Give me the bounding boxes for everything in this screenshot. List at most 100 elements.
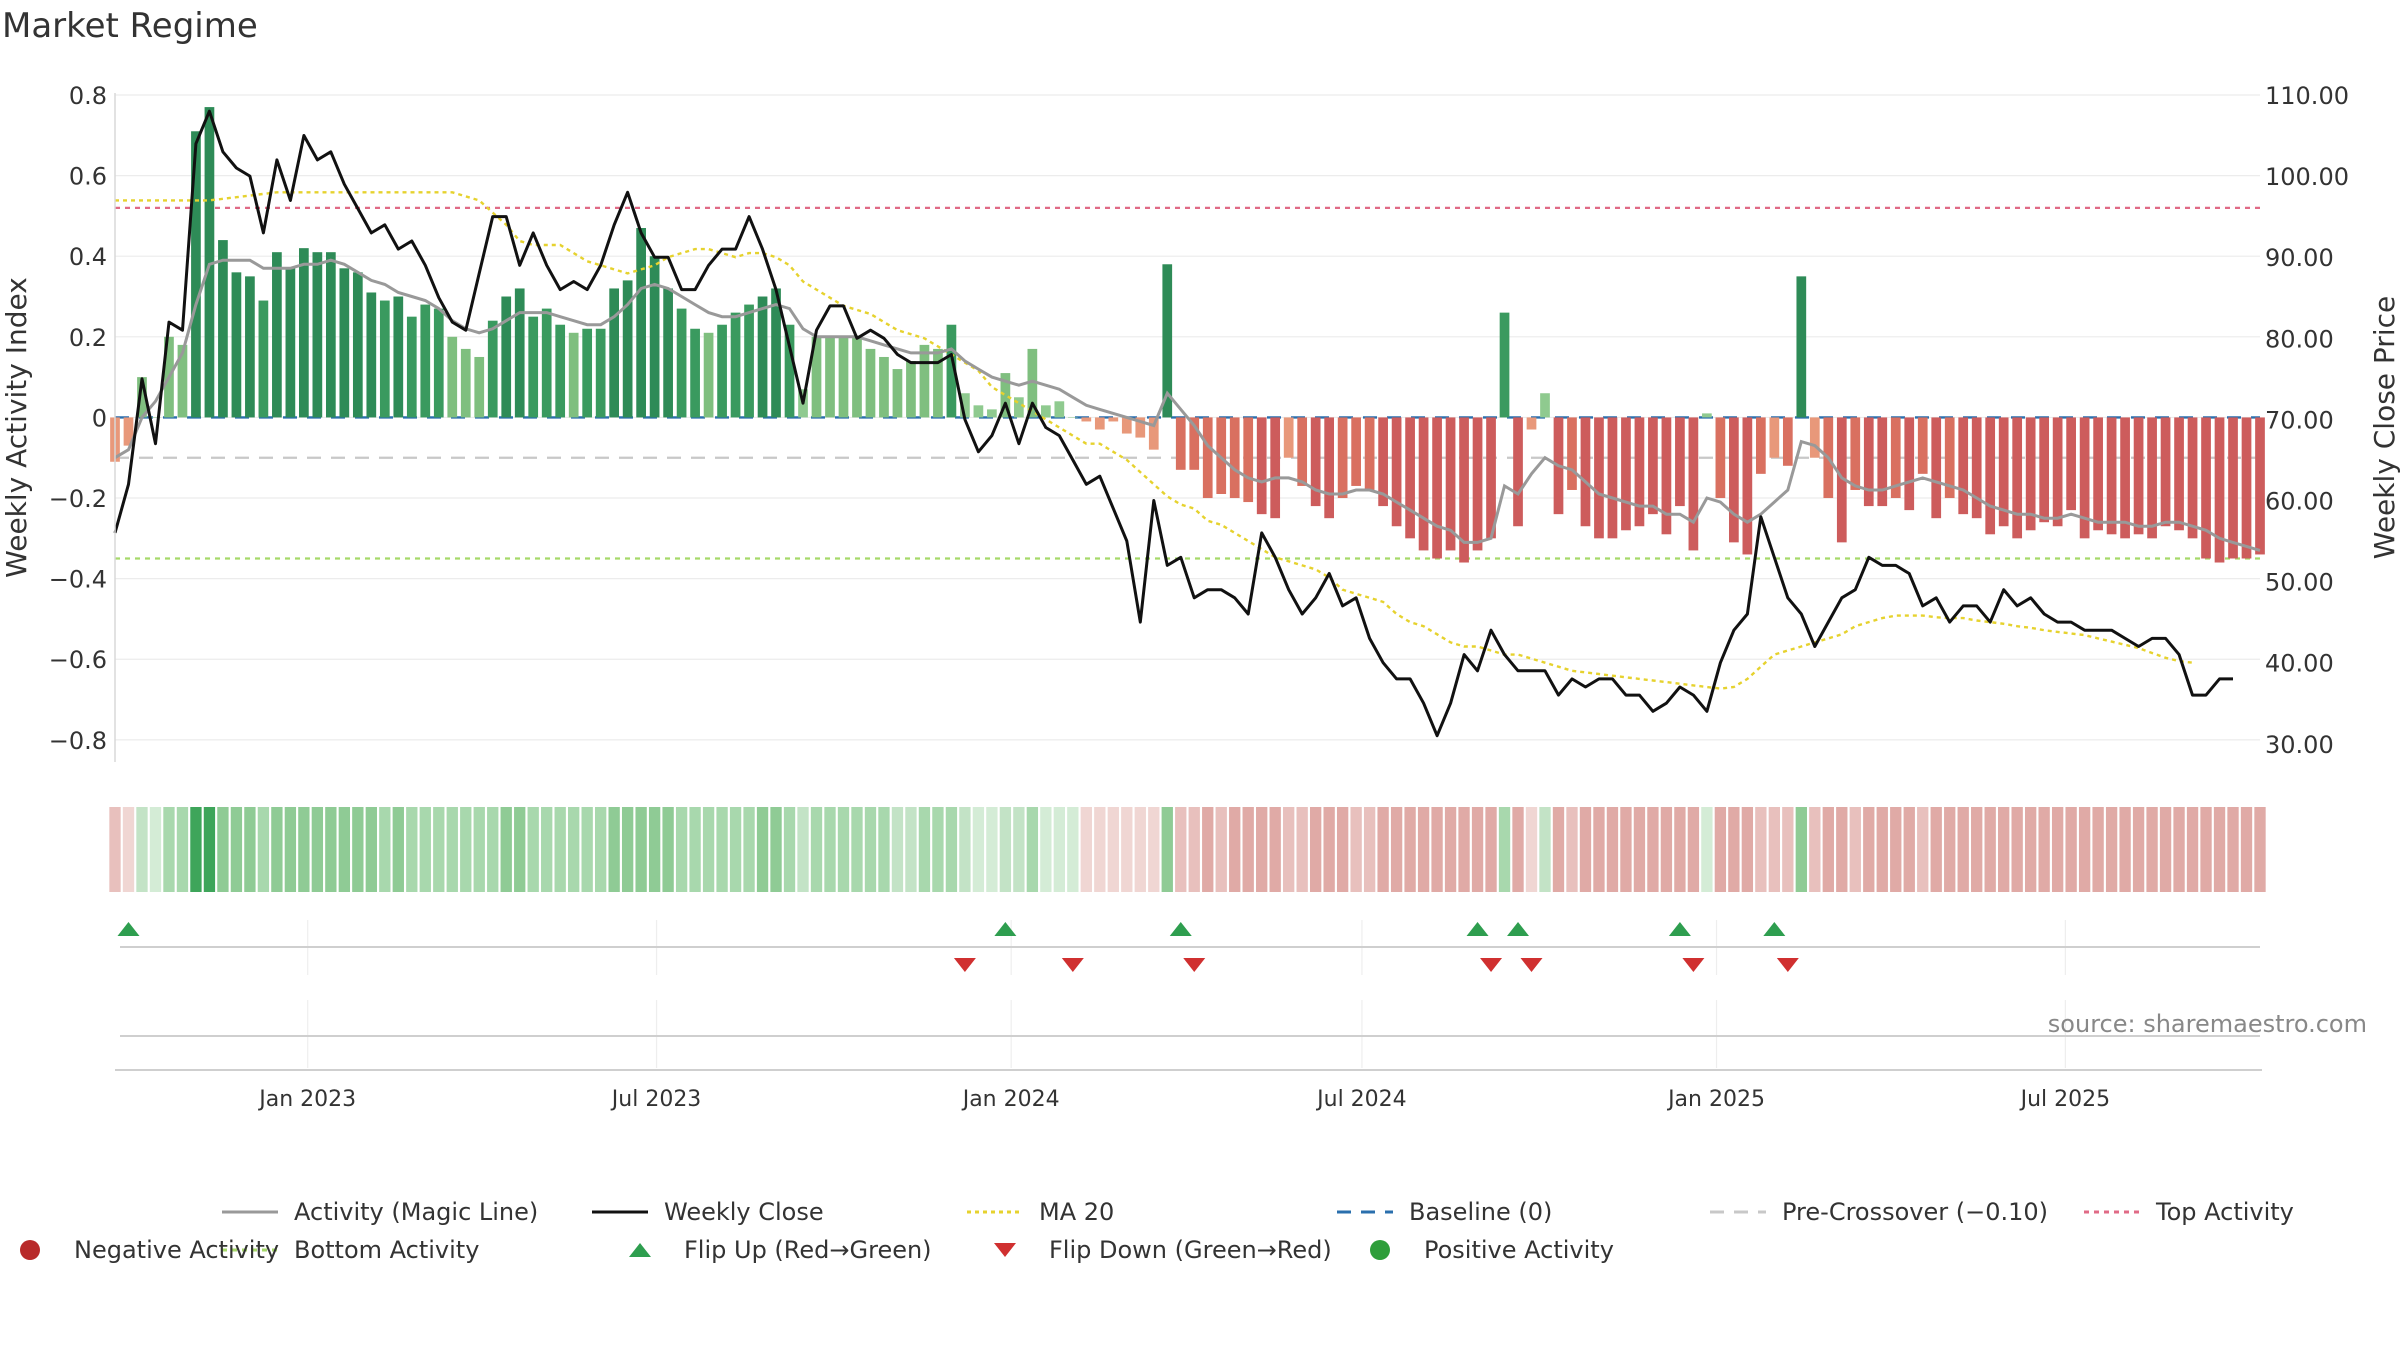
regime-cell [959, 807, 971, 892]
regime-cell [136, 807, 148, 892]
activity-bar [1540, 393, 1550, 418]
regime-cell [851, 807, 863, 892]
regime-cell [257, 807, 270, 892]
activity-bar [2052, 417, 2063, 527]
regime-cell [1998, 807, 2010, 892]
regime-cell [1269, 807, 1281, 892]
legend-label: MA 20 [1039, 1198, 1115, 1226]
legend-label: Positive Activity [1424, 1236, 1614, 1264]
regime-cell [932, 807, 944, 892]
y2-tick-label: 60.00 [2265, 487, 2334, 515]
regime-cell [1323, 807, 1335, 892]
y2-tick-label: 30.00 [2265, 731, 2334, 759]
y-tick-label: −0.6 [49, 646, 107, 674]
regime-cell [905, 807, 917, 892]
regime-cell [1134, 807, 1146, 892]
activity-bar [258, 300, 269, 418]
regime-cell [1215, 807, 1227, 892]
activity-bar [555, 324, 566, 418]
activity-bar [1688, 417, 1699, 551]
flip-down-marker [953, 958, 976, 972]
regime-cell [1701, 807, 1713, 892]
activity-bar [1351, 417, 1361, 486]
legend-item: Top Activity [2082, 1198, 2294, 1226]
flip-up-marker [117, 922, 140, 936]
activity-bar [1944, 417, 1955, 499]
activity-bar [717, 324, 727, 418]
activity-bar [1917, 417, 1928, 474]
regime-cell [986, 807, 998, 892]
regime-cell [311, 807, 324, 892]
regime-cell [1647, 807, 1659, 892]
legend-label: Weekly Close [664, 1198, 824, 1226]
activity-bar [2079, 417, 2090, 539]
activity-bar [2012, 417, 2023, 539]
activity-bar [1337, 417, 1348, 499]
regime-cell [783, 807, 796, 892]
activity-bar [487, 320, 498, 418]
regime-cell [608, 807, 620, 892]
regime-cell [1283, 807, 1295, 892]
activity-bar [325, 252, 336, 418]
activity-bar [366, 292, 377, 418]
legend-label: Pre-Crossover (−0.10) [1782, 1198, 2049, 1226]
regime-cell [217, 807, 229, 892]
activity-bar [1971, 417, 1982, 519]
activity-bar [1162, 264, 1173, 418]
regime-cell [729, 807, 742, 892]
regime-cell [716, 807, 728, 892]
activity-bar [433, 308, 444, 418]
regime-cell [1971, 807, 1983, 892]
legend-swatch [629, 1243, 651, 1257]
activity-bar [1809, 417, 1820, 458]
regime-cell [1849, 807, 1861, 892]
regime-cell [2051, 807, 2064, 892]
y-tick-label: 0.2 [69, 324, 107, 352]
regime-cell [1890, 807, 1902, 892]
activity-bar [1755, 417, 1766, 474]
flip-down-marker [1061, 958, 1084, 972]
activity-bar [393, 296, 404, 418]
regime-cell [2186, 807, 2199, 892]
regime-cell [1620, 807, 1632, 892]
activity-bar [460, 348, 471, 418]
regime-cell [1053, 807, 1066, 892]
regime-cell [1674, 807, 1686, 892]
timeline-frame [115, 920, 2262, 1071]
regime-cell [1431, 807, 1443, 892]
legend-swatch [1337, 1210, 1393, 1214]
regime-cell [1944, 807, 1956, 892]
regime-cell [1148, 807, 1160, 892]
flip-up-marker [1507, 922, 1530, 936]
activity-bar [1054, 401, 1065, 418]
activity-bar [2214, 417, 2225, 563]
y-tick-label: 0 [92, 404, 107, 432]
activity-bar [1364, 417, 1375, 490]
activity-bar [1310, 417, 1321, 507]
regime-cell [1984, 807, 1996, 892]
y2-tick-label: 90.00 [2265, 244, 2334, 272]
regime-cell [1930, 807, 1942, 892]
grid-lines [115, 94, 2260, 741]
activity-bar [1850, 417, 1861, 490]
activity-bar [474, 356, 485, 418]
activity-bar [191, 131, 201, 418]
activity-bar [2106, 417, 2117, 535]
regime-cell [797, 807, 809, 892]
regime-cell [473, 807, 485, 892]
regime-cell [1809, 807, 1821, 892]
regime-cell [460, 807, 472, 892]
activity-bar [1526, 417, 1537, 430]
legend-swatch [1370, 1240, 1390, 1260]
y2-tick-label: 110.00 [2265, 82, 2349, 110]
legend-swatch [994, 1243, 1016, 1257]
regime-cell [2132, 807, 2145, 892]
activity-bar [1472, 417, 1483, 551]
legend-label: Baseline (0) [1409, 1198, 1553, 1226]
regime-cell [2254, 807, 2266, 892]
activity-bar [1040, 405, 1051, 418]
regime-cell [554, 807, 566, 892]
regime-cell [2227, 807, 2239, 892]
activity-bar [595, 328, 606, 418]
activity-bar [204, 107, 215, 418]
